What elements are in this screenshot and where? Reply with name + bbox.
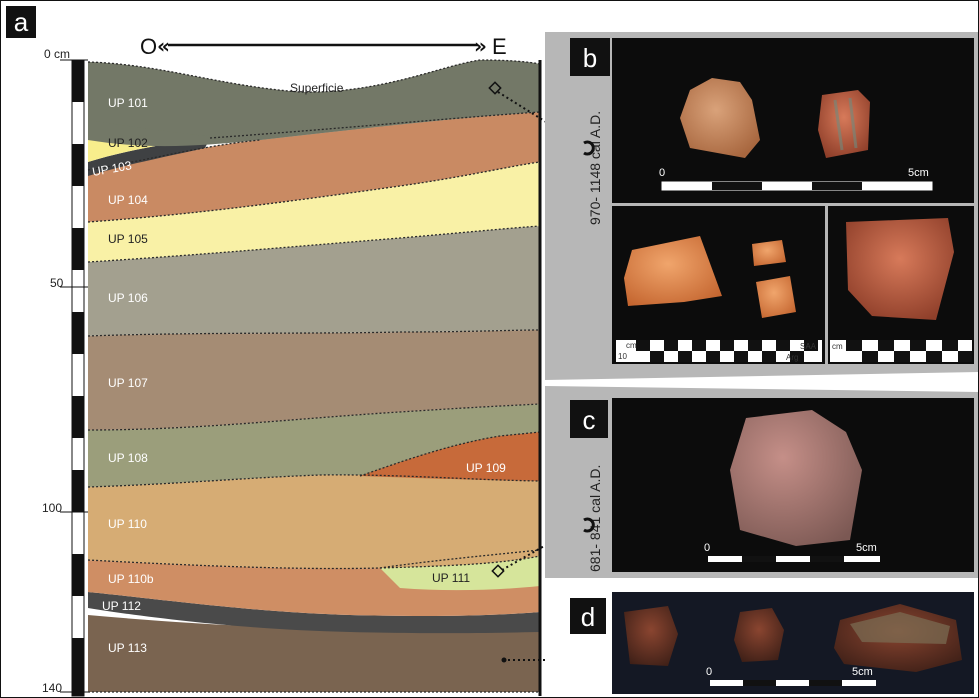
layer-up106 bbox=[88, 226, 540, 336]
scale-bar-d: 0 5cm bbox=[706, 666, 876, 686]
scale-c-zero: 0 bbox=[704, 542, 710, 554]
section-layers bbox=[87, 59, 542, 696]
label-up113: UP 113 bbox=[108, 641, 147, 655]
scale-c-5cm: 5cm bbox=[856, 542, 877, 554]
label-up101: UP 101 bbox=[108, 96, 148, 110]
scale-d-zero: 0 bbox=[706, 666, 712, 678]
panel-c: c 681- 841 cal A.D. 0 5cm bbox=[570, 398, 974, 572]
scale-b-5cm: 5cm bbox=[908, 167, 929, 179]
photo-b-top bbox=[612, 38, 974, 203]
east-label: E bbox=[492, 34, 507, 59]
scale-b-cm: cm bbox=[626, 341, 637, 350]
scale-bar-b: 0 5cm bbox=[659, 167, 933, 191]
sherd-b1 bbox=[680, 78, 760, 158]
label-up104: UP 104 bbox=[108, 193, 148, 207]
svg-text:«: « bbox=[157, 34, 170, 58]
panel-c-badge bbox=[570, 400, 608, 438]
sherd-b2 bbox=[818, 90, 870, 158]
depth-ruler: 0 cm 50 100 140 bbox=[42, 47, 88, 697]
label-up112: UP 112 bbox=[102, 599, 141, 613]
scale-d-5cm: 5cm bbox=[852, 666, 873, 678]
layer-up112 bbox=[88, 592, 540, 634]
label-up106: UP 106 bbox=[108, 291, 148, 305]
layer-labels: UP 101 UP 102 UP 103 UP 104 UP 105 UP 10… bbox=[91, 81, 506, 655]
panel-d-badge bbox=[570, 598, 606, 634]
panel-a-letter: a bbox=[14, 7, 29, 37]
sherd-c1 bbox=[730, 410, 862, 546]
scale-bar-b-right: cm bbox=[830, 340, 972, 362]
layer-up110 bbox=[88, 474, 540, 569]
panel-b-letter: b bbox=[583, 43, 597, 73]
surface-label: Superficie bbox=[290, 81, 344, 95]
layer-up103 bbox=[88, 138, 210, 176]
label-up108: UP 108 bbox=[108, 451, 148, 465]
layer-up104 bbox=[88, 112, 540, 222]
depth-label-50: 50 bbox=[50, 276, 64, 290]
depth-label-140: 140 bbox=[42, 681, 62, 695]
label-up107: UP 107 bbox=[108, 376, 148, 390]
panel-b-badge bbox=[570, 38, 610, 76]
sherd-b6 bbox=[846, 218, 954, 320]
panel-d-letter: d bbox=[581, 602, 595, 632]
label-up103: UP 103 bbox=[91, 158, 133, 179]
sherd-b3 bbox=[624, 236, 722, 306]
sample-marker-c bbox=[491, 564, 505, 578]
layer-up109 bbox=[360, 432, 540, 481]
orientation-arrow: O « » E bbox=[140, 34, 507, 59]
label-up109: UP 109 bbox=[466, 461, 506, 475]
label-up111: UP 111 bbox=[432, 571, 470, 585]
panel-b: b 970- 1148 cal A.D. 0 5cm bbox=[570, 38, 974, 364]
sherd-b5 bbox=[756, 276, 796, 318]
date-b: 970- 1148 cal A.D. bbox=[587, 111, 603, 225]
scale-b-arg: Arg bbox=[786, 353, 798, 362]
svg-text:»: » bbox=[474, 34, 487, 58]
scale-bar-b-bottom: 10 cm SAA Arg bbox=[616, 340, 822, 362]
label-up105: UP 105 bbox=[108, 232, 148, 246]
west-label: O bbox=[140, 34, 157, 59]
depth-label-0: 0 cm bbox=[44, 47, 70, 61]
scale-b-right-cm: cm bbox=[832, 342, 843, 351]
sherd-b4 bbox=[752, 240, 786, 266]
label-up110b: UP 110b bbox=[108, 572, 154, 586]
scale-bar-c: 0 5cm bbox=[704, 542, 880, 562]
scale-b-zero: 0 bbox=[659, 167, 665, 179]
layer-up105 bbox=[88, 162, 540, 262]
sherd-d2 bbox=[734, 608, 784, 662]
panel-d: d 0 5cm bbox=[570, 592, 974, 694]
panel-c-letter: c bbox=[583, 405, 596, 435]
label-up110: UP 110 bbox=[108, 517, 147, 531]
layer-up113 bbox=[88, 615, 540, 692]
panel-a-badge bbox=[6, 6, 36, 38]
layer-up107 bbox=[88, 330, 540, 430]
sample-marker-b bbox=[488, 81, 502, 95]
date-c: 681- 841 cal A.D. bbox=[587, 465, 603, 572]
scale-b-saa: SAA bbox=[800, 342, 817, 351]
sherd-d1 bbox=[624, 606, 678, 666]
depth-label-100: 100 bbox=[42, 501, 62, 515]
label-up102: UP 102 bbox=[108, 136, 148, 150]
scale-b-10: 10 bbox=[618, 352, 627, 361]
